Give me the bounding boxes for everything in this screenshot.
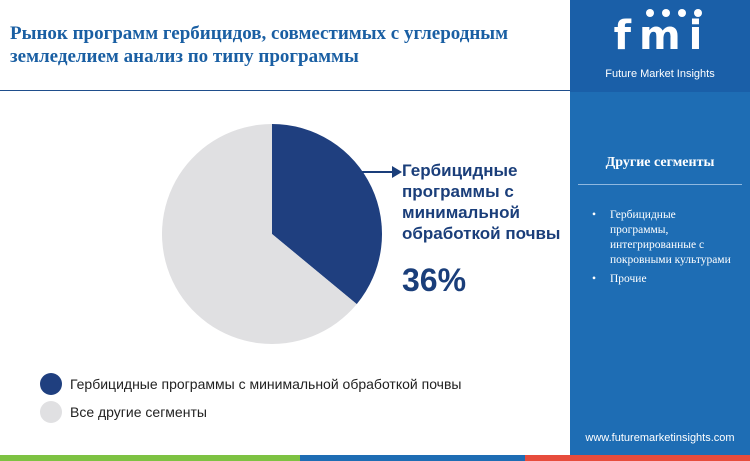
logo-text: fmi — [613, 13, 711, 59]
sidebar-heading: Другие сегменты — [605, 155, 715, 170]
website-link[interactable]: www.futuremarketinsights.com — [585, 432, 735, 444]
legend-swatch-other-segments — [40, 401, 62, 423]
sidebar-item: • Гербицидные программы, интегрированные… — [592, 208, 732, 268]
pie-chart — [161, 124, 382, 344]
legend-label: Гербицидные программы с минимальной обра… — [70, 376, 462, 392]
globe-icons — [646, 9, 702, 17]
pie-slice-minimal-tillage — [272, 124, 382, 305]
sidebar-item-label: Гербицидные программы, интегрированные с… — [610, 209, 731, 266]
sidebar-item-label: Прочие — [610, 273, 647, 285]
bullet-icon: • — [592, 209, 597, 221]
page-title: Рынок программ гербицидов, совместимых с… — [10, 23, 509, 67]
bullet-icon: • — [592, 273, 597, 285]
callout-value: 36% — [402, 262, 467, 298]
company-name: Future Market Insights — [605, 68, 715, 80]
legend-swatch-minimal-tillage — [40, 373, 62, 395]
callout-label: Гербицидные программы с минимальной обра… — [402, 161, 561, 243]
sidebar-divider — [578, 184, 742, 185]
legend-label: Все другие сегменты — [70, 404, 207, 420]
logo: fmi Future Market Insights — [570, 0, 750, 92]
bottom-color-strip — [0, 455, 750, 461]
sidebar-item: • Прочие — [592, 272, 732, 287]
callout-arrow — [362, 166, 402, 178]
pie-slice-other-segments — [161, 124, 357, 344]
sidebar: fmi Future Market Insights Другие сегмен… — [570, 0, 750, 455]
sidebar-list: • Гербицидные программы, интегрированные… — [592, 208, 732, 291]
title-divider — [0, 90, 570, 91]
